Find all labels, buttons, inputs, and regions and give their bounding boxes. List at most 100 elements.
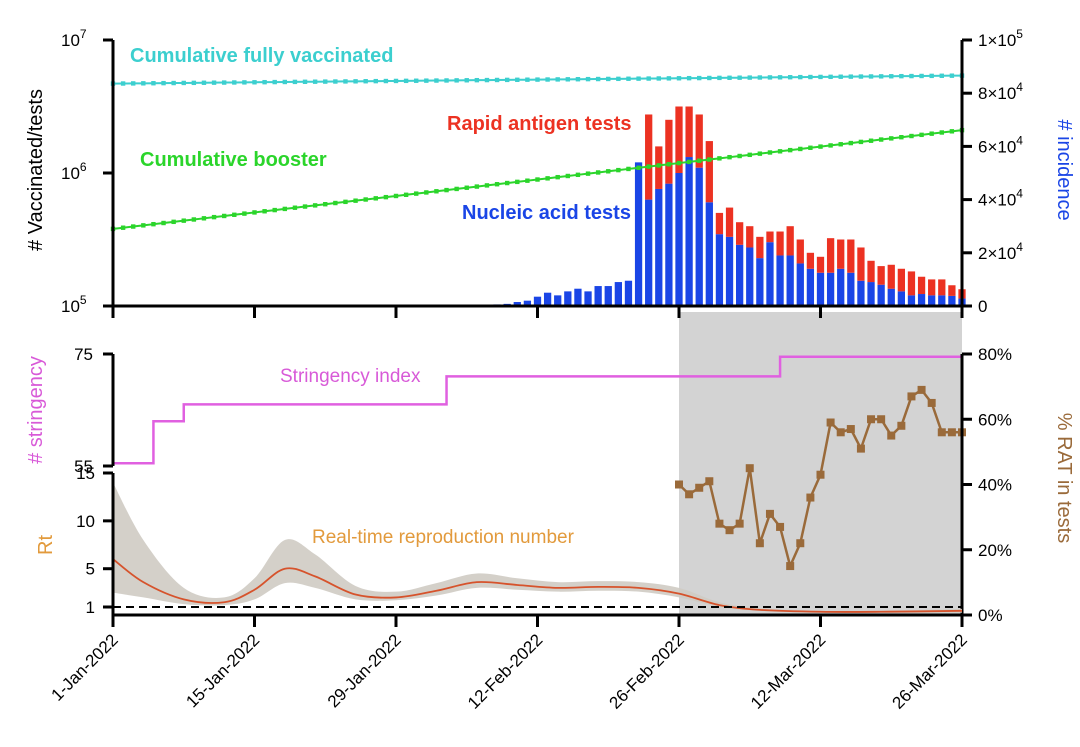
fully-vaccinated-point — [727, 75, 732, 80]
rat-percent-point — [715, 519, 724, 528]
bar-nucleic-acid — [665, 183, 673, 306]
booster-point — [798, 146, 803, 152]
bar-nucleic-acid — [695, 167, 703, 306]
bar-rapid-antigen — [907, 271, 916, 296]
booster-point — [606, 169, 611, 174]
bar-rapid-antigen — [837, 239, 845, 269]
bar-nucleic-acid — [776, 255, 784, 306]
booster-point — [828, 143, 833, 148]
booster-point — [565, 173, 571, 179]
fully-vaccinated-point — [393, 78, 399, 84]
bar-nucleic-acid — [907, 295, 916, 306]
fully-vaccinated-point — [595, 76, 601, 82]
rat-percent-point — [927, 398, 936, 407]
top-right-tick-label: 4×104 — [978, 187, 1023, 210]
fully-vaccinated-point — [838, 74, 843, 79]
fully-vaccinated-point — [161, 80, 166, 86]
bar-nucleic-acid — [857, 280, 865, 306]
rat-percent-point — [877, 415, 886, 424]
booster-point — [120, 225, 126, 230]
bar-nucleic-acid — [917, 294, 926, 306]
bar-rapid-antigen — [695, 114, 703, 168]
x-tick-label: 26-Feb-2022 — [606, 630, 688, 712]
booster-point — [808, 145, 813, 150]
bar-nucleic-acid — [867, 282, 875, 306]
booster-point — [555, 174, 560, 180]
booster-point — [707, 157, 712, 162]
bar-nucleic-acid — [806, 268, 815, 306]
top-left-tick-label: 107 — [61, 27, 87, 50]
booster-point — [727, 154, 732, 160]
bar-rapid-antigen — [746, 226, 754, 248]
booster-point — [252, 210, 257, 215]
rat-percent-point — [826, 418, 835, 427]
x-tick-label: 26-Mar-2022 — [889, 630, 971, 712]
tick-base: 0 — [978, 297, 987, 316]
fully-vaccinated-point — [262, 79, 267, 85]
fully-vaccinated-point — [646, 76, 651, 81]
booster-point — [414, 191, 419, 196]
booster-point — [575, 172, 581, 178]
booster-point — [474, 184, 480, 189]
booster-point — [717, 156, 722, 161]
fully-vaccinated-point — [211, 80, 217, 85]
bar-nucleic-acid — [533, 296, 542, 306]
fully-vaccinated-point — [939, 73, 944, 78]
booster-point — [949, 129, 955, 134]
bar-nucleic-acid — [938, 295, 946, 306]
x-tick-label: 12-Mar-2022 — [747, 630, 829, 712]
booster-point — [595, 170, 601, 175]
fully-vaccinated-point — [828, 74, 833, 80]
fully-vaccinated-point — [787, 75, 793, 80]
rat-percent-point — [856, 444, 865, 453]
rat-percent-point — [836, 428, 845, 437]
rat-percent-point — [755, 539, 764, 548]
tick-exponent: 5 — [80, 293, 87, 307]
bar-nucleic-acid — [766, 242, 774, 306]
bar-rapid-antigen — [766, 231, 774, 243]
top-lines — [110, 73, 965, 232]
bar-nucleic-acid — [594, 286, 602, 306]
rat-percent-point — [947, 428, 956, 437]
fully-vaccinated-point — [949, 73, 955, 78]
fully-vaccinated-point — [808, 74, 813, 80]
booster-point — [343, 199, 348, 205]
bar-nucleic-acid — [705, 202, 713, 306]
bar-nucleic-acid — [614, 282, 622, 306]
rt-tick-label: 1 — [86, 598, 95, 617]
rt-tick-label: 5 — [86, 560, 95, 579]
fully-vaccinated-point — [120, 81, 126, 86]
label-stringency-index: Stringency index — [280, 366, 421, 387]
fully-vaccinated-point — [464, 78, 469, 83]
booster-point — [909, 133, 914, 139]
top-right-tick-label: 6×104 — [978, 133, 1023, 156]
booster-point — [616, 167, 621, 173]
tick-exponent: 6 — [80, 160, 87, 174]
booster-point — [878, 137, 884, 142]
fully-vaccinated-point — [757, 75, 763, 80]
bar-nucleic-acid — [816, 272, 825, 306]
bar-rapid-antigen — [897, 268, 905, 292]
rat-percent-point — [776, 522, 785, 531]
rat-percent-point — [695, 483, 704, 492]
bar-nucleic-acid — [675, 173, 683, 306]
booster-point — [636, 165, 641, 170]
fully-vaccinated-point — [697, 75, 702, 81]
booster-point — [353, 198, 358, 203]
tick-base: 4×10 — [978, 191, 1016, 210]
booster-point — [646, 164, 651, 169]
bar-nucleic-acid — [897, 291, 905, 306]
booster-point — [626, 166, 631, 172]
rat-tick-label: 40% — [978, 476, 1012, 495]
tick-base: 10 — [61, 31, 80, 50]
booster-point — [242, 211, 247, 216]
bar-nucleic-acid — [604, 286, 612, 306]
fully-vaccinated-point — [434, 78, 439, 83]
top-right-tick-label: 2×104 — [978, 240, 1023, 263]
booster-point — [525, 178, 530, 183]
fully-vaccinated-point — [737, 75, 742, 80]
fully-vaccinated-point — [525, 77, 530, 82]
rat-percent-point — [907, 392, 916, 401]
bar-nucleic-acid — [837, 268, 845, 306]
booster-point — [767, 150, 773, 155]
